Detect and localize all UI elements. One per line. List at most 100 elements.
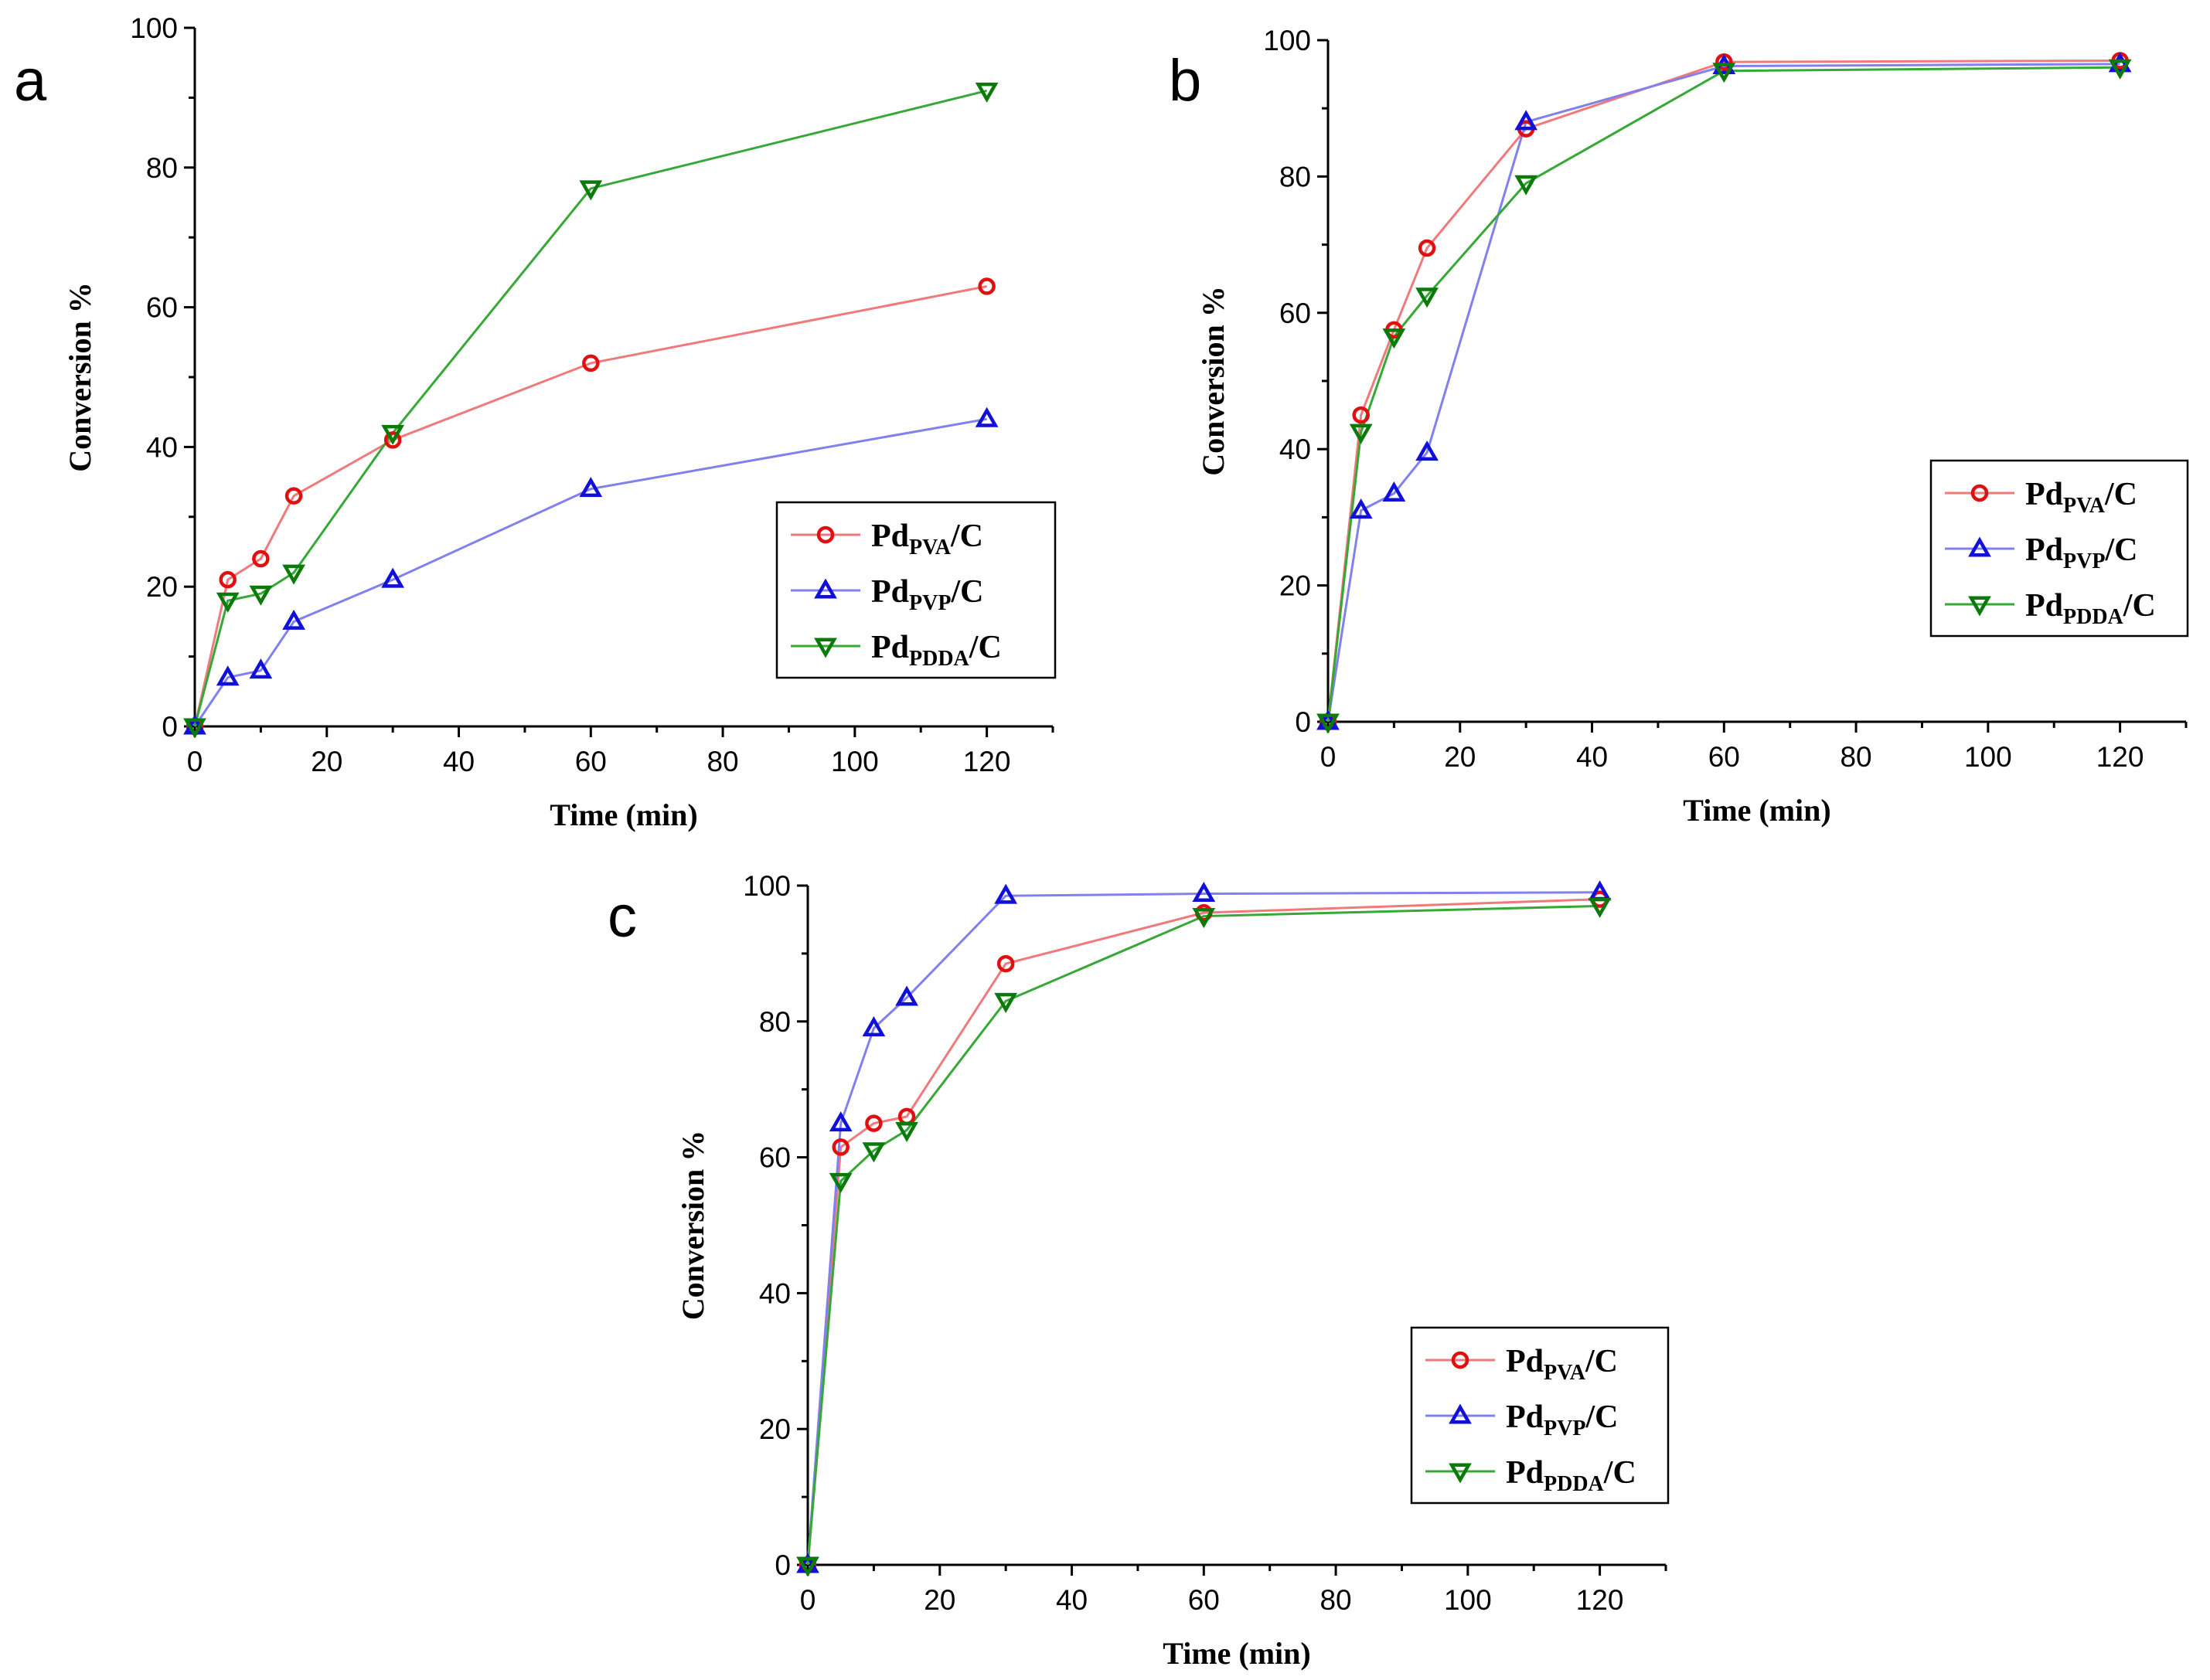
data-point-pva: [383, 431, 402, 449]
x-tick-label: 40: [443, 746, 475, 777]
x-tick-label: 100: [1964, 741, 2012, 773]
data-point-pvp: [579, 477, 603, 498]
data-point-pdda: [1316, 713, 1340, 734]
data-point-pdda: [282, 564, 305, 585]
series-line-pva: [806, 898, 1600, 1566]
x-tick-label: 20: [311, 746, 342, 777]
data-point-pva: [219, 570, 237, 589]
x-tick-label: 120: [2096, 741, 2144, 773]
data-point-pdda: [796, 1556, 819, 1577]
data-point-pdda: [975, 82, 999, 103]
data-point-pdda: [829, 1172, 853, 1193]
data-point-pva: [1418, 239, 1436, 257]
x-axis-title: Time (min): [1163, 1636, 1310, 1671]
data-point-pva: [1352, 406, 1370, 424]
data-point-pvp: [1514, 110, 1538, 131]
x-tick-label: 80: [1320, 1584, 1351, 1616]
data-point-pvp: [1382, 481, 1406, 502]
x-tick-label: 60: [1188, 1584, 1220, 1616]
legend-marker-pva: [1451, 1351, 1469, 1369]
data-point-pvp: [1192, 882, 1216, 903]
data-point-pvp: [895, 985, 918, 1006]
legend-label-pva: PdPVA/C: [1506, 1344, 1618, 1385]
series-line-pva: [1326, 59, 2120, 723]
data-point-pvp: [381, 567, 405, 588]
data-point-pva: [865, 1114, 883, 1132]
data-point-pdda: [1588, 897, 1612, 918]
panel-c: c 0 20 40 60 80 100 0 20 40 60 80 100 120 Time (min) Co…: [608, 870, 1670, 1671]
data-point-pdda: [579, 180, 603, 201]
legend-marker-pva: [1970, 484, 1989, 502]
panel-letter: a: [14, 48, 47, 114]
x-tick-label: 60: [1708, 741, 1740, 773]
data-point-pdda: [1415, 287, 1439, 308]
data-point-pvp: [216, 665, 240, 686]
y-tick-label: 80: [759, 1006, 791, 1038]
panel-a: a 0 20 40 60 80 100 0 20 40 60 80 100 120 Time (min) Co…: [14, 12, 1057, 832]
legend-label-pvp: PdPVP/C: [871, 574, 983, 615]
y-tick-label: 100: [743, 870, 791, 902]
x-axis-title: Time (min): [1683, 793, 1830, 828]
data-point-pva: [284, 487, 303, 505]
y-tick-label: 0: [775, 1549, 791, 1581]
data-point-pdda: [381, 424, 405, 445]
x-tick-label: 80: [1840, 741, 1871, 773]
series-line-pdda: [193, 89, 987, 727]
legend-label-pva: PdPVA/C: [2025, 477, 2137, 518]
series-line-pdda: [806, 904, 1600, 1566]
data-point-pdda: [1192, 908, 1216, 929]
data-point-pvp: [249, 658, 273, 679]
data-point-pdda: [1712, 63, 1736, 83]
y-tick-label: 0: [162, 711, 178, 743]
x-tick-label: 100: [831, 746, 879, 777]
x-tick-label: 60: [575, 746, 607, 777]
y-tick-label: 80: [1279, 161, 1311, 192]
data-point-pdda: [249, 585, 273, 606]
panel-b: b 0 20 40 60 80 100 0 20 40 60 80 100 120 Time (min) Co…: [1169, 25, 2189, 828]
legend-marker-pvp: [1968, 536, 1991, 557]
data-point-pvp: [1415, 440, 1439, 461]
legend-label-pvp: PdPVP/C: [1506, 1399, 1618, 1440]
data-point-pdda: [1349, 423, 1373, 444]
data-point-pvp: [2108, 52, 2132, 73]
x-tick-label: 40: [1576, 741, 1608, 773]
y-tick-label: 60: [759, 1142, 791, 1174]
data-point-pvp: [975, 406, 999, 427]
data-point-pvp: [1349, 498, 1373, 519]
data-point-pdda: [862, 1142, 886, 1163]
y-tick-label: 0: [1295, 706, 1311, 738]
y-tick-label: 20: [759, 1413, 791, 1445]
y-tick-label: 60: [1279, 298, 1311, 329]
x-tick-label: 80: [707, 746, 738, 777]
data-point-pvp: [994, 883, 1018, 904]
y-tick-label: 80: [146, 152, 178, 184]
data-point-pva: [978, 277, 996, 295]
data-point-pvp: [862, 1016, 886, 1037]
x-tick-label: 0: [1320, 741, 1337, 773]
legend-label-pdda: PdPDDA/C: [1506, 1455, 1636, 1496]
y-tick-label: 40: [146, 431, 178, 463]
data-point-pdda: [216, 592, 240, 613]
y-tick-label: 100: [1263, 25, 1311, 56]
legend-marker-pvp: [1449, 1403, 1472, 1424]
data-point-pdda: [1382, 328, 1406, 349]
legend-label-pdda: PdPDDA/C: [871, 630, 1002, 671]
x-tick-label: 120: [963, 746, 1011, 777]
legend-marker-pdda: [1968, 596, 1991, 617]
legend-marker-pva: [816, 525, 835, 544]
x-axis-title: Time (min): [550, 797, 697, 832]
x-tick-label: 40: [1056, 1584, 1088, 1616]
y-tick-label: 100: [130, 12, 178, 44]
x-tick-label: 20: [924, 1584, 955, 1616]
y-tick-label: 20: [146, 571, 178, 603]
data-point-pva: [996, 954, 1015, 973]
data-point-pvp: [282, 609, 305, 630]
y-axis-title: Conversion %: [676, 1131, 710, 1321]
y-tick-label: 40: [1279, 434, 1311, 465]
y-axis-title: Conversion %: [63, 282, 97, 472]
data-point-pdda: [1514, 175, 1538, 196]
legend-marker-pvp: [814, 578, 837, 599]
x-tick-label: 0: [800, 1584, 816, 1616]
